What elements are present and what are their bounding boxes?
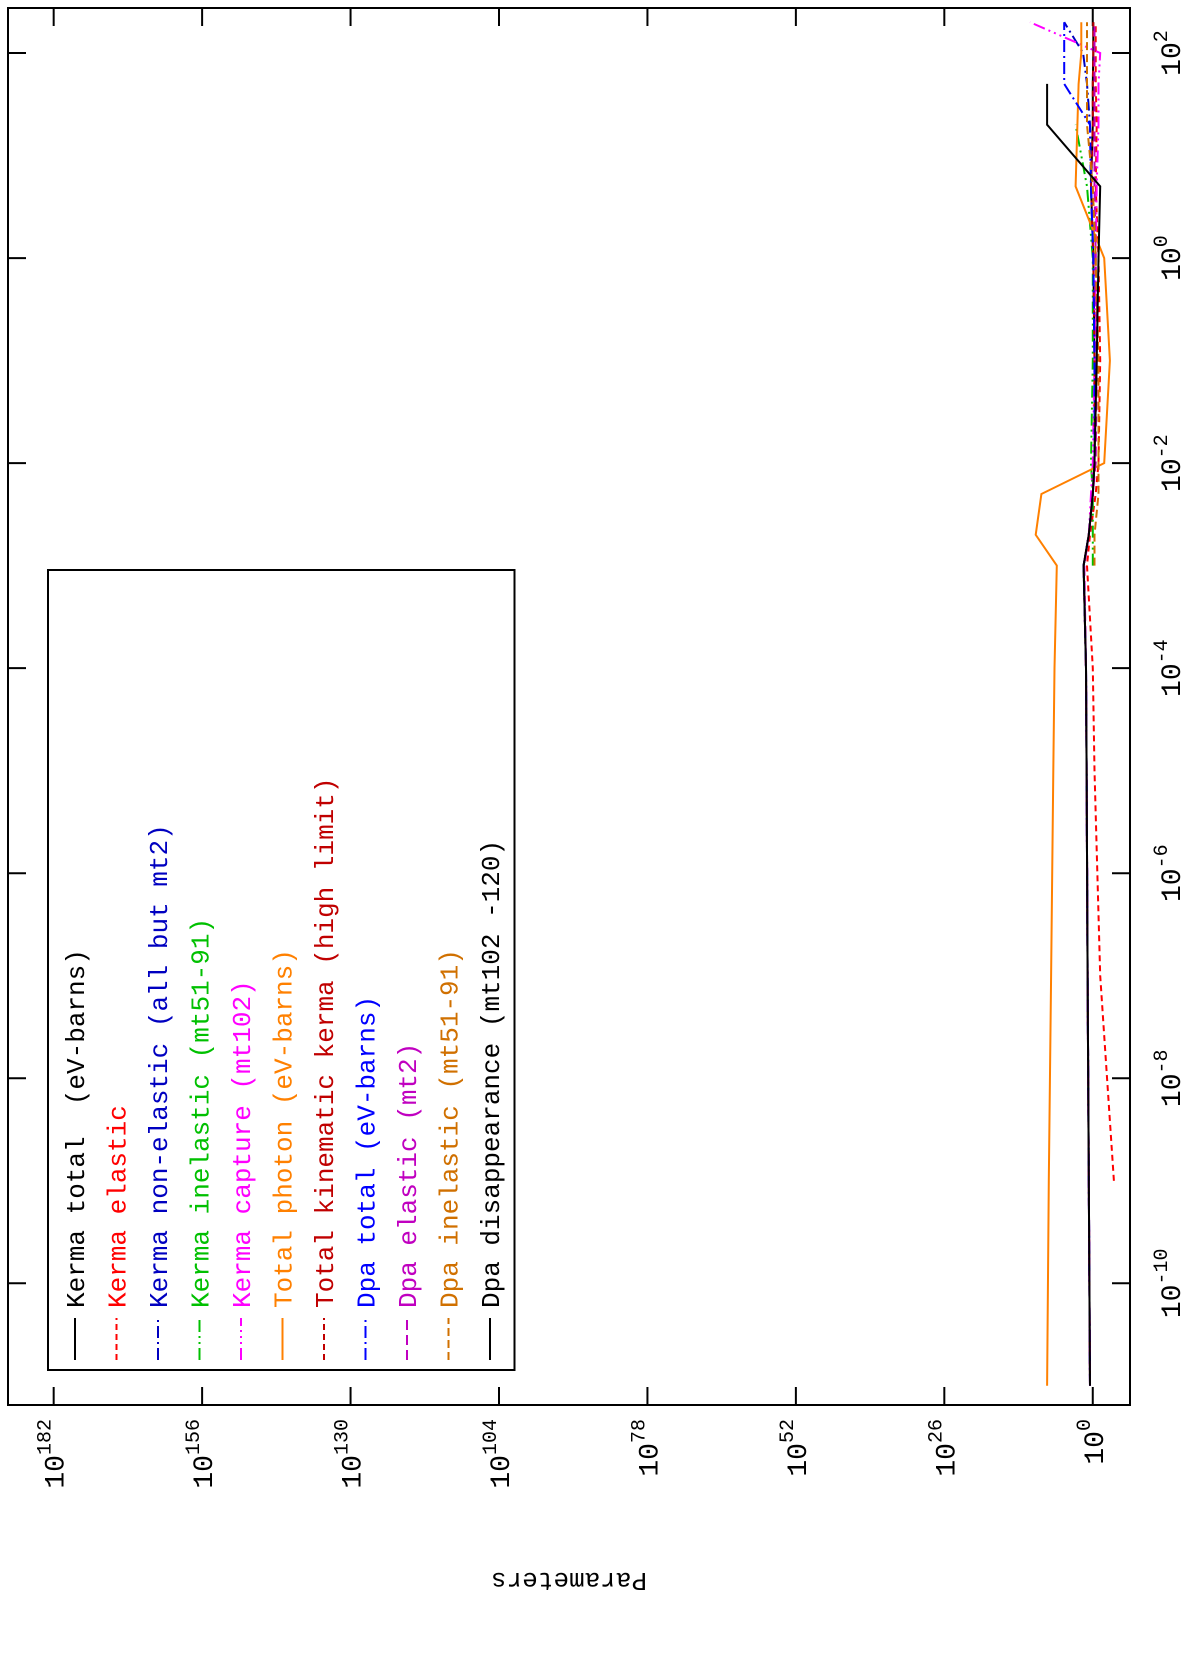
legend-label: Total kinematic kerma (high limit): [311, 778, 341, 1309]
legend-label: Dpa disappearance (mt102 -120): [477, 840, 507, 1308]
legend-box: [47, 569, 516, 1371]
legend-label: Kerma total (eV-barns): [62, 949, 92, 1308]
y-tick-label: 10156: [183, 1419, 221, 1489]
x-tick-label: 10-6: [1151, 844, 1189, 902]
data-line: [1086, 22, 1100, 566]
legend-label: Kerma non-elastic (all but mt2): [145, 824, 175, 1308]
legend-label: Dpa inelastic (mt51-91): [436, 949, 466, 1308]
data-line: [1085, 22, 1115, 1181]
x-tick-label: 100: [1151, 235, 1189, 281]
x-tick-label: 10-8: [1151, 1049, 1189, 1107]
legend-label: Dpa total (eV-barns): [353, 996, 383, 1308]
x-tick-label: 102: [1151, 30, 1189, 76]
y-axis-label: Parameters: [491, 1565, 647, 1595]
legend-label: Kerma capture (mt102): [228, 980, 258, 1308]
x-tick-label: 10-4: [1151, 639, 1189, 697]
x-tick-label: 10-2: [1151, 434, 1189, 492]
plot-area: Parameters 10-10 10-8 10-6 10-4 10-2 100 102 10…: [7, 7, 1189, 1595]
y-tick-label: 10130: [332, 1419, 370, 1489]
y-tick-label: 1078: [628, 1419, 666, 1477]
legend-label: Total photon (eV-barns): [270, 949, 300, 1308]
y-tick-label: 10104: [480, 1419, 518, 1489]
y-tick-label: 1052: [777, 1419, 815, 1477]
plot-frame: [7, 7, 1131, 1406]
y-tick-label: 10182: [35, 1419, 73, 1489]
legend-label: Kerma inelastic (mt51-91): [187, 918, 217, 1308]
data-line: [1046, 83, 1102, 1386]
legend-label: Dpa elastic (mt2): [394, 1043, 424, 1308]
data-line: [1074, 124, 1094, 566]
x-tick-label: 10-10: [1151, 1248, 1189, 1318]
y-tick-label: 100: [1074, 1419, 1112, 1465]
y-tick-label: 1026: [925, 1419, 963, 1477]
legend-label: Kerma elastic: [104, 1105, 134, 1308]
